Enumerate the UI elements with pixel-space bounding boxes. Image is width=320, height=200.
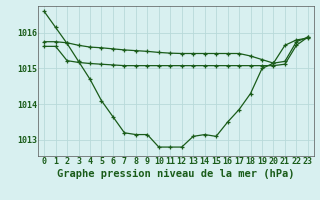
X-axis label: Graphe pression niveau de la mer (hPa): Graphe pression niveau de la mer (hPa): [57, 169, 295, 179]
